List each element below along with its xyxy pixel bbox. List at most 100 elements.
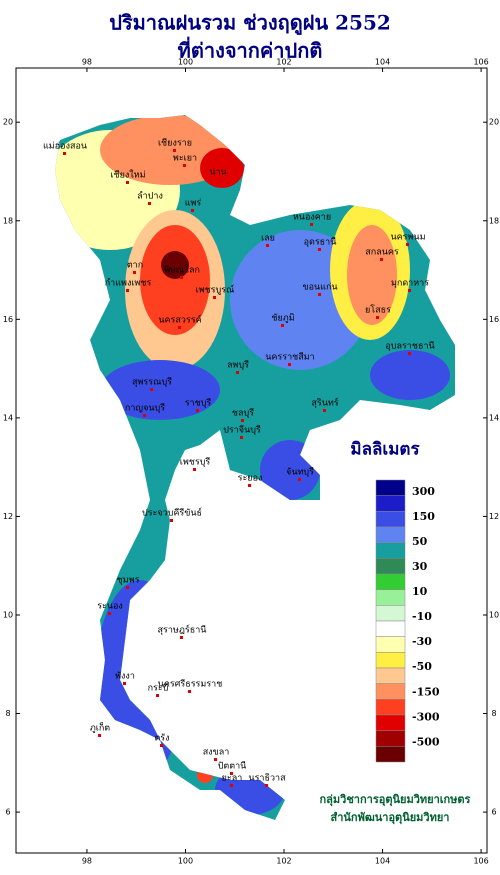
place-dot [248, 484, 251, 487]
place-dot [406, 243, 409, 246]
place-label: สงขลา [203, 748, 230, 758]
place-label: ราชบุรี [185, 398, 212, 409]
legend-label: -300 [412, 710, 440, 723]
place-label: ยโสธร [365, 305, 391, 316]
place-label: แพร่ [185, 199, 202, 209]
place-label: มุกดาหาร [391, 279, 429, 289]
place-dot [236, 371, 239, 374]
place-dot [266, 244, 269, 247]
place-dot [281, 324, 284, 327]
x-tick-label: 100 [178, 857, 193, 866]
legend-swatch [375, 620, 406, 637]
place-dot [230, 784, 233, 787]
place-label: กาญจนบุรี [125, 403, 165, 414]
place-label: ภูเก็ต [90, 721, 110, 734]
place-label: ชลบุรี [232, 408, 254, 419]
place-dot [193, 468, 196, 471]
title: ปริมาณฝนรวม ช่วงฤดูฝน 2552 [109, 11, 391, 37]
y-tick-label: 6 [491, 808, 496, 817]
place-dot [318, 248, 321, 251]
place-label: ประจวบคีรีขันธ์ [142, 507, 202, 519]
x-tick-label: 102 [276, 58, 291, 67]
place-dot [180, 636, 183, 639]
place-label: อุดรธานี [304, 237, 337, 248]
place-dot [160, 744, 163, 747]
place-dot [98, 734, 101, 737]
place-dot [298, 478, 301, 481]
legend-swatch [375, 699, 406, 716]
place-dot [148, 202, 151, 205]
place-label: นครสวรรค์ [158, 314, 201, 326]
y-tick-label: 18 [489, 216, 499, 225]
legend-swatch [375, 746, 406, 763]
legend-label: 30 [412, 560, 428, 573]
place-label: สกลนคร [365, 248, 399, 258]
y-tick-label: 20 [489, 118, 499, 127]
place-label: ปัตตานี [218, 761, 247, 772]
place-dot [408, 352, 411, 355]
x-tick-label: 98 [82, 857, 92, 866]
place-dot [183, 164, 186, 167]
legend-swatch [375, 589, 406, 606]
place-label: สุราษฎร์ธานี [158, 624, 207, 636]
legend-label: -30 [412, 635, 432, 648]
place-dot [230, 772, 233, 775]
legend-label: -150 [412, 685, 440, 698]
place-dot [196, 409, 199, 412]
place-dot [191, 209, 194, 212]
y-tick-label: 6 [5, 808, 10, 817]
place-dot [265, 784, 268, 787]
place-label: เชียงใหม่ [110, 170, 145, 181]
y-tick-label: 18 [3, 216, 13, 225]
x-tick-label: 106 [473, 58, 488, 67]
legend-title: มิลลิเมตร [350, 440, 420, 460]
legend-label: -10 [412, 610, 432, 623]
place-label: ลพบุรี [227, 360, 249, 371]
legend-swatch [375, 495, 406, 512]
y-tick-label: 12 [3, 512, 13, 521]
place-dot [240, 436, 243, 439]
place-label: นครพนม [390, 233, 425, 243]
place-label: น่าน [209, 168, 226, 178]
place-dot [108, 612, 111, 615]
legend-swatch [375, 558, 406, 575]
place-dot [126, 586, 129, 589]
place-dot [408, 289, 411, 292]
place-label: ปราจีนบุรี [223, 425, 261, 436]
place-label: ตาก [127, 261, 143, 271]
place-label: ยะลา [222, 774, 243, 784]
place-label: พะเยา [173, 154, 197, 164]
legend-swatch [375, 479, 406, 496]
place-label: เพชรบูรณ์ [196, 284, 235, 296]
place-label: ระนอง [97, 602, 123, 612]
legend-swatch [375, 636, 406, 653]
subtitle: ที่ต่างจากค่าปกติ [178, 36, 323, 63]
place-dot [150, 388, 153, 391]
place-label: สุรินทร์ [311, 397, 338, 409]
place-label: อุบลราชธานี [385, 341, 434, 352]
place-label: เพชรบุรี [180, 457, 211, 468]
place-dot [380, 258, 383, 261]
credit: กลุ่มวิชาการอุตุนิยมวิทยาเกษตร [320, 793, 471, 807]
place-label: ระยอง [238, 474, 263, 484]
place-dot [173, 149, 176, 152]
legend-swatch [375, 605, 406, 622]
x-tick-label: 104 [375, 58, 390, 67]
y-tick-label: 14 [3, 413, 13, 422]
y-tick-label: 20 [3, 118, 13, 127]
y-tick-label: 14 [489, 413, 499, 422]
legend-label: -500 [412, 735, 440, 748]
legend-swatch [375, 714, 406, 731]
place-label: กระบี่ [148, 681, 169, 694]
place-label: แม่ฮ่องสอน [43, 142, 87, 152]
place-label: พิษณุโลก [164, 265, 200, 276]
place-label: ตรัง [154, 734, 169, 744]
legend-label: 50 [412, 535, 428, 548]
place-dot [170, 519, 173, 522]
legend-swatch [375, 573, 406, 590]
legend-swatch [375, 683, 406, 700]
place-label: จันทบุรี [286, 467, 314, 478]
y-tick-label: 8 [5, 709, 10, 718]
y-tick-label: 10 [3, 610, 13, 619]
